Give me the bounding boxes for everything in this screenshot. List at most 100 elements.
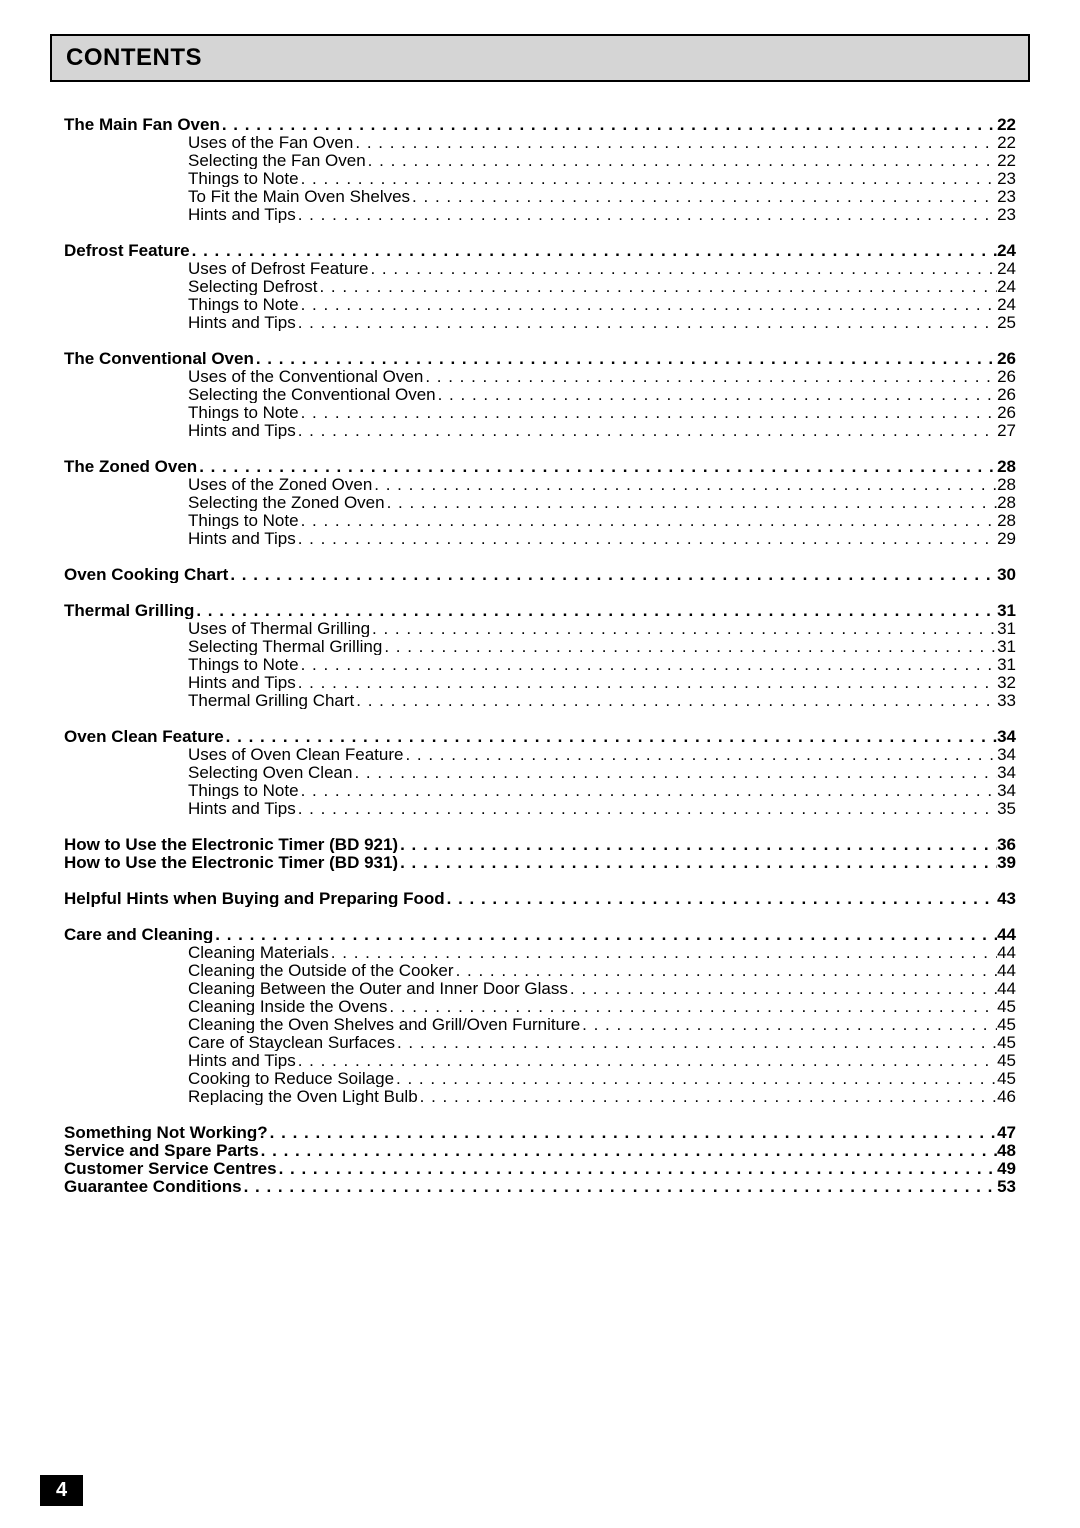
toc-row: Things to Note . . . . . . . . . . . . .…	[64, 656, 1016, 673]
toc-row: Cleaning the Outside of the Cooker . . .…	[64, 962, 1016, 979]
toc-page: 48	[997, 1142, 1016, 1159]
toc-gap	[64, 1106, 1016, 1124]
toc-gap	[64, 818, 1016, 836]
toc-label: Things to Note	[188, 296, 299, 313]
page: CONTENTS The Main Fan Oven . . . . . . .…	[0, 0, 1080, 1528]
toc-leader-dots: . . . . . . . . . . . . . . . . . . . . …	[398, 836, 997, 853]
toc-row: Uses of Oven Clean Feature . . . . . . .…	[64, 746, 1016, 763]
toc-leader-dots: . . . . . . . . . . . . . . . . . . . . …	[194, 602, 997, 619]
toc-label: Cleaning Materials	[188, 944, 329, 961]
toc-row: Things to Note . . . . . . . . . . . . .…	[64, 404, 1016, 421]
toc-label: Oven Clean Feature	[64, 728, 224, 745]
toc-leader-dots: . . . . . . . . . . . . . . . . . . . . …	[296, 800, 997, 817]
toc-page: 31	[997, 656, 1016, 673]
toc-label: Cooking to Reduce Soilage	[188, 1070, 394, 1087]
toc-leader-dots: . . . . . . . . . . . . . . . . . . . . …	[299, 296, 998, 313]
toc-leader-dots: . . . . . . . . . . . . . . . . . . . . …	[370, 620, 997, 637]
toc-page: 26	[997, 404, 1016, 421]
toc-row: Defrost Feature . . . . . . . . . . . . …	[64, 242, 1016, 259]
toc-page: 22	[997, 152, 1016, 169]
toc-page: 44	[997, 980, 1016, 997]
toc-leader-dots: . . . . . . . . . . . . . . . . . . . . …	[418, 1088, 997, 1105]
toc-page: 44	[997, 944, 1016, 961]
toc-row: The Conventional Oven . . . . . . . . . …	[64, 350, 1016, 367]
toc-leader-dots: . . . . . . . . . . . . . . . . . . . . …	[242, 1178, 998, 1195]
toc-leader-dots: . . . . . . . . . . . . . . . . . . . . …	[403, 746, 997, 763]
toc-page: 34	[997, 764, 1016, 781]
toc-row: Uses of Defrost Feature . . . . . . . . …	[64, 260, 1016, 277]
toc-row: Things to Note . . . . . . . . . . . . .…	[64, 296, 1016, 313]
toc-leader-dots: . . . . . . . . . . . . . . . . . . . . …	[353, 134, 997, 151]
toc-page: 32	[997, 674, 1016, 691]
toc-row: Selecting the Conventional Oven . . . . …	[64, 386, 1016, 403]
toc-page: 24	[997, 296, 1016, 313]
toc-leader-dots: . . . . . . . . . . . . . . . . . . . . …	[366, 152, 997, 169]
toc-label: Uses of Thermal Grilling	[188, 620, 370, 637]
toc-leader-dots: . . . . . . . . . . . . . . . . . . . . …	[568, 980, 997, 997]
toc-page: 23	[997, 170, 1016, 187]
toc-leader-dots: . . . . . . . . . . . . . . . . . . . . …	[296, 206, 997, 223]
toc-row: Cooking to Reduce Soilage . . . . . . . …	[64, 1070, 1016, 1087]
toc-label: Replacing the Oven Light Bulb	[188, 1088, 418, 1105]
toc-gap	[64, 332, 1016, 350]
toc-row: Selecting Oven Clean . . . . . . . . . .…	[64, 764, 1016, 781]
toc-label: Things to Note	[188, 656, 299, 673]
toc-row: Selecting Thermal Grilling . . . . . . .…	[64, 638, 1016, 655]
toc-gap	[64, 224, 1016, 242]
toc-page: 46	[997, 1088, 1016, 1105]
toc-row: Oven Cooking Chart . . . . . . . . . . .…	[64, 566, 1016, 583]
toc-gap	[64, 872, 1016, 890]
title-bar: CONTENTS	[50, 34, 1030, 82]
toc-label: Selecting Oven Clean	[188, 764, 352, 781]
toc-leader-dots: . . . . . . . . . . . . . . . . . . . . …	[254, 350, 997, 367]
toc-row: Helpful Hints when Buying and Preparing …	[64, 890, 1016, 907]
toc-label: Uses of the Fan Oven	[188, 134, 353, 151]
toc-leader-dots: . . . . . . . . . . . . . . . . . . . . …	[398, 854, 997, 871]
toc-page: 27	[997, 422, 1016, 439]
toc-label: Hints and Tips	[188, 800, 296, 817]
toc-gap	[64, 548, 1016, 566]
toc-label: Customer Service Centres	[64, 1160, 277, 1177]
toc-label: Cleaning Inside the Ovens	[188, 998, 387, 1015]
toc-label: Hints and Tips	[188, 206, 296, 223]
toc-gap	[64, 440, 1016, 458]
toc-row: Selecting the Fan Oven . . . . . . . . .…	[64, 152, 1016, 169]
toc-label: Thermal Grilling	[64, 602, 194, 619]
toc-page: 47	[997, 1124, 1016, 1141]
toc-page: 23	[997, 188, 1016, 205]
table-of-contents: The Main Fan Oven . . . . . . . . . . . …	[50, 116, 1030, 1195]
toc-label: To Fit the Main Oven Shelves	[188, 188, 410, 205]
toc-page: 25	[997, 314, 1016, 331]
toc-leader-dots: . . . . . . . . . . . . . . . . . . . . …	[220, 116, 997, 133]
toc-label: Cleaning the Outside of the Cooker	[188, 962, 454, 979]
toc-row: Uses of Thermal Grilling . . . . . . . .…	[64, 620, 1016, 637]
toc-label: Things to Note	[188, 404, 299, 421]
toc-row: Thermal Grilling Chart . . . . . . . . .…	[64, 692, 1016, 709]
toc-leader-dots: . . . . . . . . . . . . . . . . . . . . …	[190, 242, 997, 259]
toc-leader-dots: . . . . . . . . . . . . . . . . . . . . …	[423, 368, 997, 385]
toc-page: 24	[997, 260, 1016, 277]
toc-page: 34	[997, 746, 1016, 763]
toc-leader-dots: . . . . . . . . . . . . . . . . . . . . …	[580, 1016, 997, 1033]
toc-page: 35	[997, 800, 1016, 817]
toc-page: 28	[997, 476, 1016, 493]
toc-page: 49	[997, 1160, 1016, 1177]
toc-row: Uses of the Zoned Oven . . . . . . . . .…	[64, 476, 1016, 493]
toc-page: 36	[997, 836, 1016, 853]
toc-row: How to Use the Electronic Timer (BD 921)…	[64, 836, 1016, 853]
toc-page: 26	[997, 386, 1016, 403]
toc-page: 22	[997, 116, 1016, 133]
toc-label: Selecting the Conventional Oven	[188, 386, 436, 403]
toc-leader-dots: . . . . . . . . . . . . . . . . . . . . …	[372, 476, 997, 493]
toc-page: 44	[997, 962, 1016, 979]
toc-row: Thermal Grilling . . . . . . . . . . . .…	[64, 602, 1016, 619]
toc-page: 34	[997, 782, 1016, 799]
toc-label: Helpful Hints when Buying and Preparing …	[64, 890, 445, 907]
toc-leader-dots: . . . . . . . . . . . . . . . . . . . . …	[299, 404, 998, 421]
toc-row: Things to Note . . . . . . . . . . . . .…	[64, 782, 1016, 799]
toc-leader-dots: . . . . . . . . . . . . . . . . . . . . …	[259, 1142, 997, 1159]
toc-leader-dots: . . . . . . . . . . . . . . . . . . . . …	[382, 638, 997, 655]
toc-label: Selecting the Fan Oven	[188, 152, 366, 169]
toc-leader-dots: . . . . . . . . . . . . . . . . . . . . …	[368, 260, 997, 277]
toc-row: Something Not Working? . . . . . . . . .…	[64, 1124, 1016, 1141]
